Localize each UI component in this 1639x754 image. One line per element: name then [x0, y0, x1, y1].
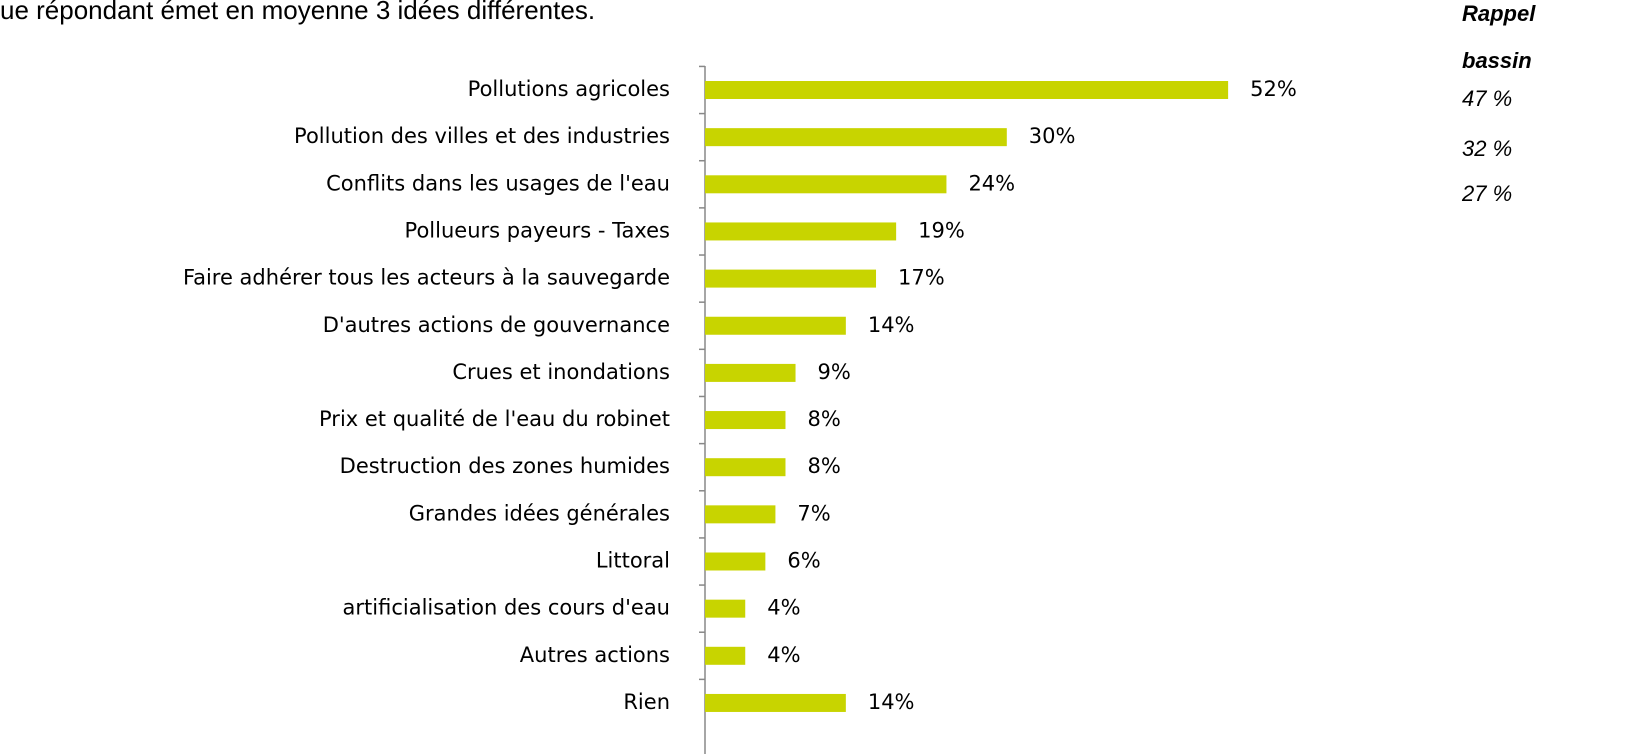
category-label: D'autres actions de gouvernance	[323, 313, 670, 337]
category-label: Littoral	[596, 549, 670, 573]
bar	[705, 693, 846, 712]
category-label: Grandes idées générales	[409, 501, 670, 525]
annotation: 27 %	[1461, 181, 1512, 206]
bar	[705, 599, 746, 618]
value-label: 52%	[1250, 77, 1297, 101]
value-label: 30%	[1029, 124, 1076, 148]
category-label: Faire adhérer tous les acteurs à la sauv…	[183, 266, 670, 290]
value-label: 8%	[807, 454, 840, 478]
category-label: Prix et qualité de l'eau du robinet	[319, 407, 670, 431]
value-label: 24%	[968, 171, 1015, 195]
value-label: 4%	[767, 596, 800, 620]
bar	[705, 222, 897, 241]
category-label: Pollueurs payeurs - Taxes	[405, 218, 670, 242]
annotation: 32 %	[1462, 136, 1512, 161]
annotation: bassin	[1462, 48, 1532, 73]
value-label: 8%	[807, 407, 840, 431]
value-label: 4%	[767, 643, 800, 667]
value-label: 6%	[787, 549, 820, 573]
value-label: 19%	[918, 218, 965, 242]
bar	[705, 175, 947, 194]
bar	[705, 646, 746, 665]
bar	[705, 316, 846, 335]
annotation: 47 %	[1462, 86, 1512, 111]
bar	[705, 411, 786, 430]
bar	[705, 128, 1007, 147]
bar	[705, 269, 877, 288]
bar	[705, 552, 766, 571]
value-label: 17%	[898, 266, 945, 290]
category-label: Crues et inondations	[452, 360, 670, 384]
bar	[705, 505, 776, 524]
category-label: artificialisation des cours d'eau	[343, 596, 670, 620]
bar	[705, 363, 796, 382]
category-label: Conflits dans les usages de l'eau	[326, 171, 670, 195]
category-label: Pollution des villes et des industries	[294, 124, 670, 148]
value-label: 14%	[868, 313, 915, 337]
value-label: 9%	[818, 360, 851, 384]
value-label: 14%	[868, 690, 915, 714]
category-label: Autres actions	[520, 643, 670, 667]
category-label: Rien	[623, 690, 670, 714]
value-label: 7%	[797, 501, 830, 525]
bar	[705, 81, 1229, 99]
annotation: Rappel	[1462, 1, 1536, 26]
bar	[705, 458, 786, 477]
subtitle: ue répondant émet en moyenne 3 idées dif…	[0, 0, 595, 25]
category-label: Destruction des zones humides	[340, 454, 670, 478]
category-label: Pollutions agricoles	[468, 77, 670, 101]
